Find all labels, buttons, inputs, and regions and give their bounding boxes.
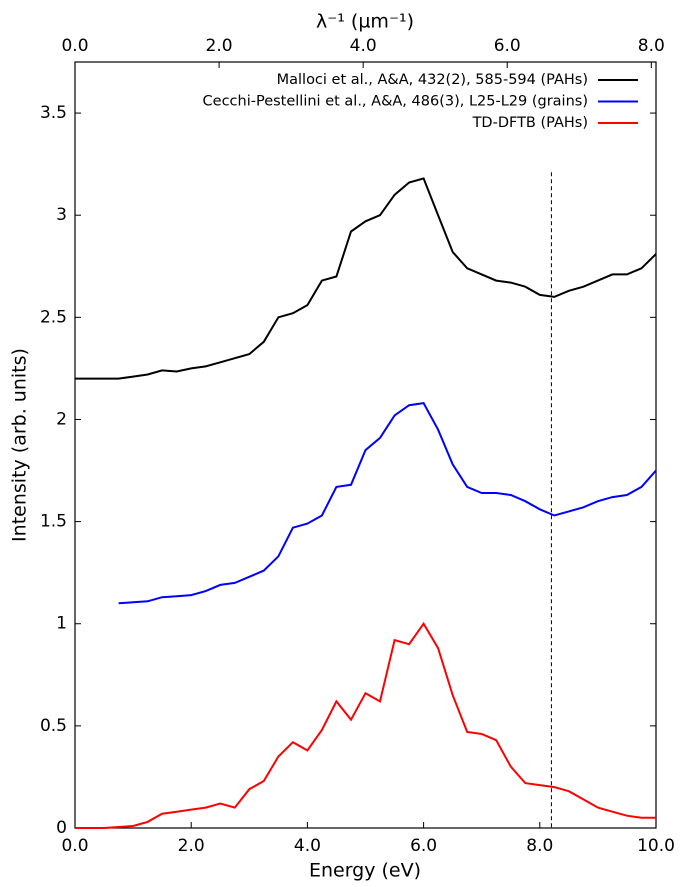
x2-tick-label: 8.0	[638, 36, 665, 56]
y-tick-label: 2	[56, 409, 67, 429]
x2-tick-label: 2.0	[206, 36, 233, 56]
plot-frame	[74, 61, 657, 829]
x-tick-label: 0.0	[61, 836, 88, 856]
x-tick-label: 10.0	[637, 836, 675, 856]
x2-tick-label: 0.0	[61, 36, 88, 56]
x2-tick-label: 4.0	[350, 36, 377, 56]
x-axis-label: Energy (eV)	[309, 860, 421, 882]
x-tick-label: 2.0	[178, 836, 205, 856]
y-tick-label: 2.5	[40, 307, 67, 327]
y-tick-label: 0.5	[40, 716, 67, 736]
y-axis-label: Intensity (arb. units)	[9, 348, 31, 542]
y-tick-label: 1	[56, 614, 67, 634]
series-line	[75, 177, 657, 380]
x2-axis-label: λ⁻¹ (µm⁻¹)	[316, 11, 414, 33]
y-tick-label: 3.5	[40, 103, 67, 123]
x-tick-label: 8.0	[526, 836, 553, 856]
legend-label: Malloci et al., A&A, 432(2), 585-594 (PA…	[277, 72, 588, 88]
legend-label: Cecchi-Pestellini et al., A&A, 486(3), L…	[203, 94, 588, 110]
series-line	[75, 621, 656, 829]
x2-tick-label: 6.0	[494, 36, 521, 56]
legend-label: TD-DFTB (PAHs)	[472, 115, 588, 131]
y-tick-label: 1.5	[40, 512, 67, 532]
x-tick-label: 4.0	[294, 836, 321, 856]
x-tick-label: 6.0	[410, 836, 437, 856]
y-tick-label: 3	[56, 205, 67, 225]
series-line	[118, 402, 657, 605]
y-tick-label: 0	[56, 818, 67, 838]
